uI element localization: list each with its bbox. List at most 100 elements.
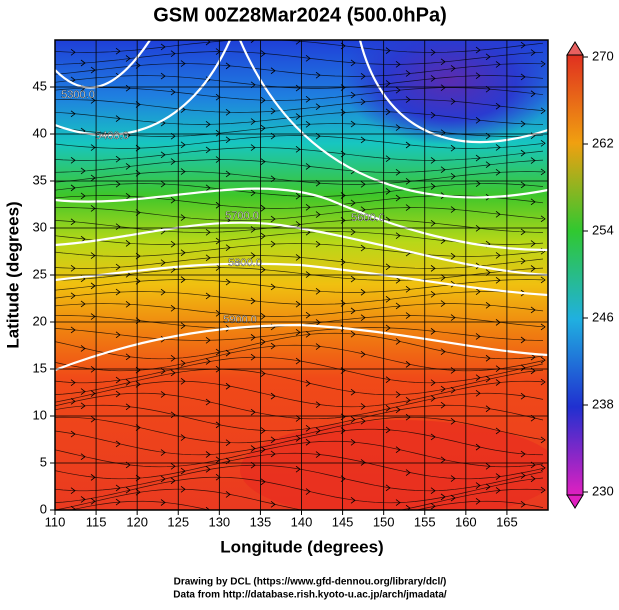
stream-arrow [295,254,301,261]
streamline [55,380,544,408]
stream-arrow [250,118,256,125]
stream-arrow [360,403,366,410]
stream-arrow [430,265,436,272]
stream-arrow [295,84,301,92]
stream-arrow [450,475,456,482]
stream-arrow [450,65,456,72]
stream-arrow [70,110,76,118]
stream-arrow [125,192,131,200]
stream-arrow [160,288,166,296]
stream-arrow [520,257,526,265]
stream-arrow [540,464,546,472]
stream-arrow [225,491,231,498]
stream-arrow [250,334,256,341]
streamline [55,291,544,305]
stream-arrow [430,49,436,56]
streamline [55,327,544,341]
stream-arrow [360,417,366,425]
stream-arrow [270,436,276,444]
stream-arrow [395,61,401,68]
stream-arrow [450,314,456,321]
stream-arrow [350,120,356,128]
stream-arrow [215,156,221,163]
colorbar-top [566,41,584,56]
stream-arrow [250,297,256,305]
stream-arrow [305,163,311,170]
stream-arrow [361,511,365,517]
stream-arrow [305,425,311,432]
stream-arrow [160,43,166,51]
streamline [55,87,544,101]
stream-arrow [520,120,526,128]
stream-arrow [430,290,436,298]
stream-arrow [170,158,176,165]
x-tick-label: 145 [332,514,354,529]
stream-arrow [350,416,356,423]
stream-arrow [295,465,301,473]
stream-arrow [80,300,86,308]
stream-arrow [250,226,256,233]
field: 5300.0 5400.0 5600.0 5700.0 5800.0 5900.0 [55,40,548,517]
stream-arrow [440,300,446,307]
streamline [55,392,544,420]
streamline [55,40,544,53]
stream-arrow [485,462,491,470]
stream-arrow [205,228,211,236]
stream-arrow [475,46,481,54]
stream-arrow [125,84,131,92]
stream-arrow [180,60,186,67]
stream-arrow [350,199,356,207]
contour-label: 5400.0 [95,130,129,142]
stream-arrow [180,377,186,385]
stream-arrow [90,252,96,259]
stream-arrow [90,415,96,423]
stream-arrow [440,401,446,409]
y-tick-label: 25 [33,266,47,281]
stream-arrow [450,252,456,260]
stream-arrow [115,484,121,492]
stream-arrow [430,328,436,335]
stream-arrow [495,169,501,176]
stream-arrow [125,486,131,494]
stream-arrow [180,434,186,441]
stream-arrow [350,59,356,67]
stream-arrow [440,166,446,174]
stream-arrow [180,168,186,175]
stream-arrow [405,204,411,211]
streamline [55,159,544,173]
stream-arrow [295,40,301,45]
stream-arrow [495,252,501,259]
stream-arrow [385,263,391,271]
stream-arrow [80,453,86,461]
stream-arrow [225,244,231,251]
stream-arrow [530,265,536,272]
stream-arrow [160,180,166,188]
stream-arrow [170,88,176,96]
stream-arrow [540,356,546,364]
colorbar-tick-label: 262 [592,135,614,150]
stream-arrow [160,259,166,267]
stream-arrow [520,336,526,344]
stream-arrow [160,391,166,398]
stream-arrow [90,474,96,481]
stream-arrow [205,336,211,344]
stream-arrow [225,439,231,447]
contour-line [55,187,548,252]
stream-arrow [215,264,221,271]
stream-arrow [80,59,86,67]
contour-label: 5800.0 [228,257,262,269]
stream-arrow [520,450,526,458]
stream-arrow [495,379,501,386]
colorbar-bottom [566,494,584,509]
stream-arrow [115,498,121,506]
stream-arrow [520,73,526,81]
stream-arrow [520,472,526,479]
stream-arrow [215,129,221,137]
stream-arrow [520,181,526,189]
stream-arrow [485,405,491,413]
stream-arrow [295,435,301,442]
stream-arrow [260,478,266,486]
stream-arrow [260,312,266,320]
stream-arrow [125,240,131,247]
